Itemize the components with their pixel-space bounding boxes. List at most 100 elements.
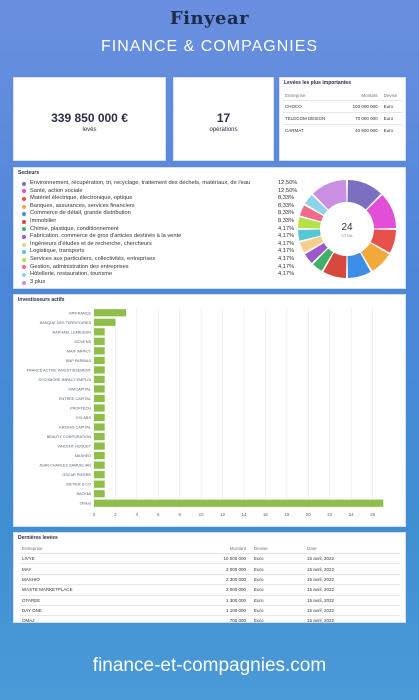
company-cell: OMAJ xyxy=(20,615,199,626)
investor-bar[interactable] xyxy=(94,328,105,336)
amount-cell: 2 300 000 xyxy=(198,573,248,585)
investor-bar[interactable] xyxy=(94,490,105,498)
legend-dot-icon xyxy=(22,212,26,217)
table-row[interactable]: TELECOM DESIGN 70 000 000 Euro xyxy=(283,112,403,125)
donut-slice[interactable] xyxy=(298,229,321,241)
company-cell: MAY xyxy=(20,563,199,575)
sector-legend-item[interactable]: Matériel électrique, électronique, optiq… xyxy=(22,195,302,203)
investor-bar[interactable] xyxy=(94,471,105,479)
currency-cell: Euro xyxy=(379,100,403,113)
sector-legend-item[interactable]: Fabrication, commerce de gros d'articles… xyxy=(22,233,302,241)
sector-name: Matériel électrique, électronique, optiq… xyxy=(30,195,133,202)
sector-name: Immobilier xyxy=(30,217,57,224)
investor-bar[interactable] xyxy=(94,347,105,355)
table-row[interactable]: MASHIO 2 300 000 Euro 15 avril, 2022 xyxy=(20,573,400,585)
table-row[interactable]: MAY 3 000 000 Euro 15 avril, 2022 xyxy=(20,563,400,575)
table-header-row: Entreprise Montant Devise Date xyxy=(20,544,400,554)
date-cell: 15 avril, 2022 xyxy=(304,594,400,606)
column-header: Montant xyxy=(361,93,378,98)
donut-slice[interactable] xyxy=(299,236,324,253)
sector-legend-item[interactable]: Environnement, récupération, tri, recycl… xyxy=(22,180,302,188)
donut-slice[interactable] xyxy=(366,195,396,229)
sector-legend-item[interactable]: 3 plus xyxy=(22,279,302,287)
sector-legend-item[interactable]: Chimie, plastique, conditionnement 4,17% xyxy=(22,226,302,234)
investor-bar[interactable] xyxy=(94,442,105,450)
investor-bar[interactable] xyxy=(94,356,105,364)
kpi-amount-value: 339 850 000 € xyxy=(51,111,128,125)
donut-slice[interactable] xyxy=(323,252,347,278)
table-row[interactable]: DAY ONE 1 100 000 Euro 15 avril, 2022 xyxy=(20,604,400,616)
sector-legend-item[interactable]: Gestion, administration des entreprises 4… xyxy=(22,264,302,272)
footer-url[interactable]: finance-et-compagnies.com xyxy=(92,655,327,676)
top-raises-title: Levées les plus importantes xyxy=(284,80,351,86)
investor-bar[interactable] xyxy=(94,423,105,431)
sector-legend-item[interactable]: Santé, action sociale 12,50% xyxy=(22,188,302,196)
investor-bar[interactable] xyxy=(94,499,384,507)
sector-percentage: 12,50% xyxy=(278,187,298,194)
table-row[interactable]: CHOCO 103 000 000 Euro xyxy=(283,100,403,113)
donut-slice[interactable] xyxy=(313,248,334,271)
legend-dot-icon xyxy=(22,196,26,201)
table-row[interactable]: OMAJ 700 000 Euro 15 avril, 2022 xyxy=(20,615,400,626)
x-tick-label: 12 xyxy=(220,512,226,517)
kpi-operations-label: opérations xyxy=(209,127,238,133)
legend-dot-icon xyxy=(22,257,26,262)
table-row[interactable]: LIVYE 10 000 000 Euro 15 avril, 2022 xyxy=(20,552,400,564)
investor-bar[interactable] xyxy=(94,413,105,422)
company-cell: MASHIO xyxy=(20,573,199,585)
sector-legend-item[interactable]: Logistique, transports 4,17% xyxy=(22,248,302,256)
y-tick-label: BANQUE DES TERRITOIRES xyxy=(40,321,92,325)
legend-dot-icon xyxy=(22,181,26,186)
investors-card: Investisseurs actifs 0 2 4 6 8 10 12 14 16 18 20 22… xyxy=(13,294,406,527)
investor-bar[interactable] xyxy=(94,452,105,460)
currency-cell: Euro xyxy=(247,552,305,564)
donut-slice[interactable] xyxy=(347,180,381,210)
sector-legend-item[interactable]: Commerce de détail, grande distribution 8… xyxy=(22,210,302,218)
investor-bar[interactable] xyxy=(94,404,105,412)
investor-bar[interactable] xyxy=(94,318,116,326)
y-tick-label: KASSAS CAPITAL xyxy=(59,426,91,430)
y-tick-label: BPIFRANCE xyxy=(69,311,91,315)
donut-slice[interactable] xyxy=(298,217,321,229)
donut-slice[interactable] xyxy=(305,242,328,263)
x-tick-label: 16 xyxy=(263,512,269,517)
investor-bar[interactable] xyxy=(94,309,127,317)
date-cell: 15 avril, 2022 xyxy=(304,615,400,626)
kpi-operations-value: 17 xyxy=(216,111,231,125)
donut-slice[interactable] xyxy=(299,205,324,222)
legend-dot-icon xyxy=(22,272,26,277)
table-row[interactable]: WASTE MARKETPLACE 2 000 000 Euro 15 avril, … xyxy=(20,584,400,595)
currency-cell: Euro xyxy=(247,584,305,595)
kpi-card-amount: 339 850 000 € levés xyxy=(13,77,166,161)
investor-bar[interactable] xyxy=(94,375,105,384)
sector-legend-item[interactable]: Hôtellerie, restauration, tourisme 4,17% xyxy=(22,271,302,279)
column-header: Montant xyxy=(229,546,246,551)
donut-slice[interactable] xyxy=(305,195,328,216)
donut-slice[interactable] xyxy=(347,252,371,278)
sector-legend-item[interactable]: Ingénieurs d'études et de recherche, che… xyxy=(22,241,302,249)
table-row[interactable]: OTAREE 1 300 000 Euro 15 avril, 2022 xyxy=(20,594,400,606)
investor-bar[interactable] xyxy=(94,337,105,345)
amount-cell: 2 000 000 xyxy=(198,584,248,595)
investor-bar[interactable] xyxy=(94,394,105,403)
donut-slice[interactable] xyxy=(370,229,396,253)
investor-bar[interactable] xyxy=(94,432,105,441)
investor-bar[interactable] xyxy=(94,385,105,393)
sector-legend-item[interactable]: Banques, assurances, services financiers… xyxy=(22,203,302,211)
y-tick-label: ENTRÉE CAPITAL xyxy=(59,396,91,401)
investor-bar[interactable] xyxy=(94,366,105,374)
sector-name: Chimie, plastique, conditionnement xyxy=(30,225,119,232)
finyear-logo[interactable]: Finyear xyxy=(169,8,250,29)
sector-legend-item[interactable]: Services aux particuliers, collectivités… xyxy=(22,256,302,264)
column-header: Devise xyxy=(383,93,398,98)
donut-slice[interactable] xyxy=(360,242,389,271)
investor-bar[interactable] xyxy=(94,461,105,469)
y-tick-label: SYCOMORE IMPACT EMPLOI xyxy=(38,378,91,382)
table-row[interactable]: CARMAT 40 500 000 Euro xyxy=(283,124,403,136)
donut-slice[interactable] xyxy=(313,180,347,210)
top-raises-card: Levées les plus importantes Entreprise M… xyxy=(279,77,406,161)
investor-bar[interactable] xyxy=(94,480,105,488)
sector-legend-item[interactable]: Immobilier 8,33% xyxy=(22,218,302,226)
currency-cell: Euro xyxy=(247,594,305,606)
